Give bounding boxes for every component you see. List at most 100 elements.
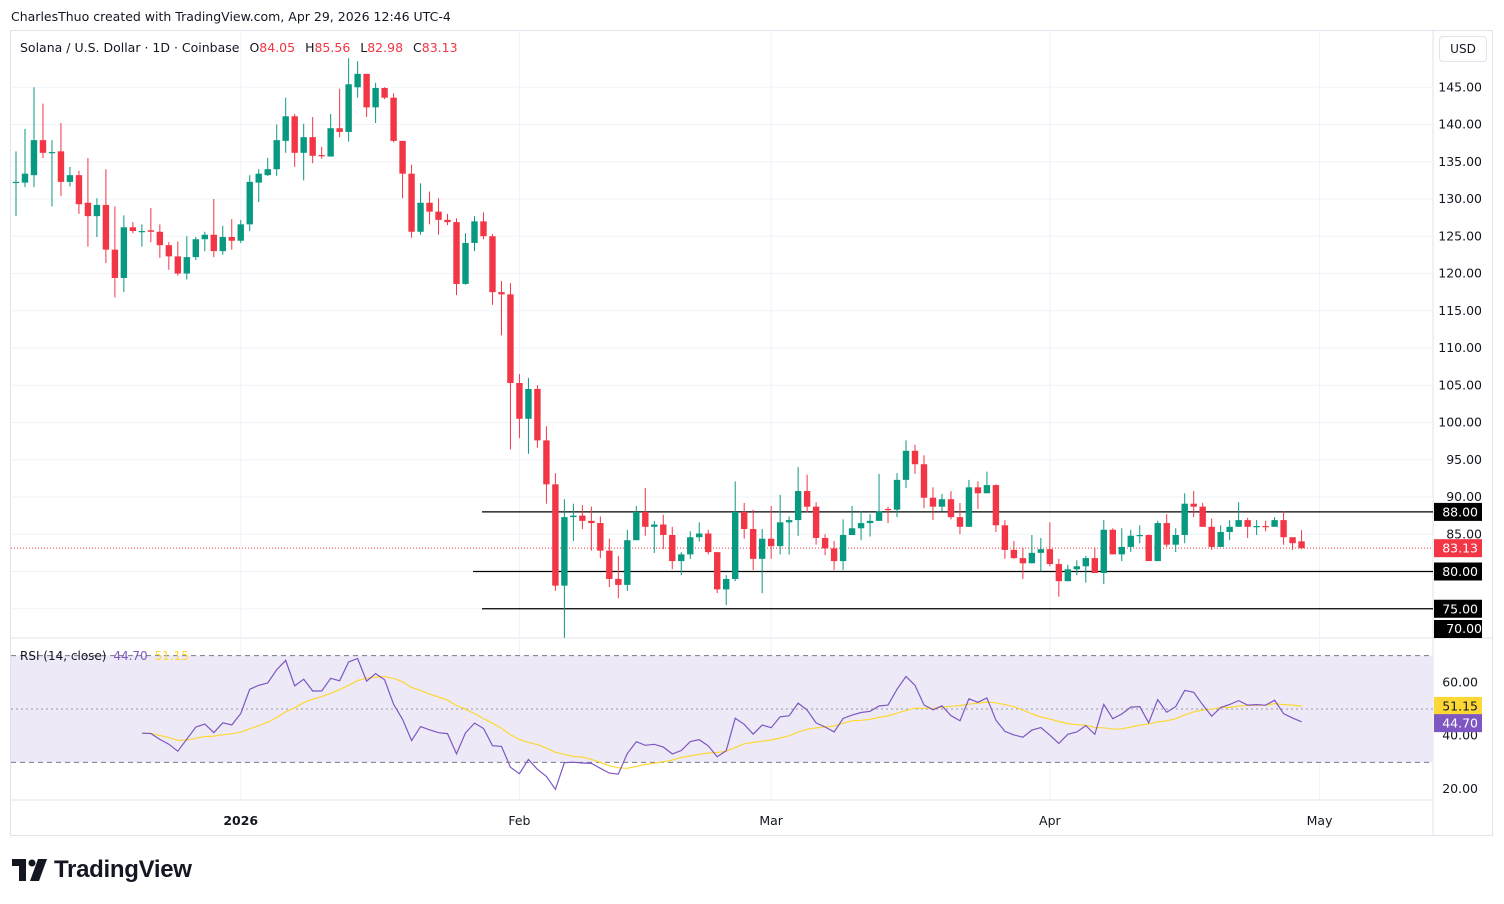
candle-body	[372, 87, 379, 108]
candle	[983, 471, 991, 494]
level-badge: 80.00	[1442, 564, 1478, 579]
candle-body	[1100, 529, 1107, 573]
candle-body	[543, 440, 550, 485]
tradingview-logo[interactable]: TradingView	[12, 856, 192, 884]
high-label: H	[305, 40, 315, 55]
candle	[21, 128, 29, 188]
candle-body	[1271, 520, 1278, 527]
candle	[246, 175, 253, 232]
candle-body	[1190, 503, 1197, 507]
candle-body	[21, 173, 29, 183]
candle	[1109, 528, 1116, 555]
candle	[1028, 534, 1036, 564]
time-tick-label: May	[1307, 813, 1333, 828]
candle-body	[39, 140, 47, 153]
candle-body	[1298, 541, 1305, 549]
candle-body	[1154, 523, 1161, 562]
candle	[615, 555, 622, 599]
candle-body	[615, 578, 622, 585]
candle	[812, 502, 820, 545]
candle	[956, 502, 964, 535]
candle-body	[210, 234, 217, 252]
candle	[1100, 520, 1107, 585]
candle-body	[462, 242, 469, 284]
candle	[893, 473, 901, 518]
candle-body	[1136, 534, 1143, 537]
candle-body	[1262, 526, 1269, 528]
candle	[848, 505, 856, 535]
candle-body	[138, 231, 146, 233]
candle-body	[597, 523, 604, 551]
candle-body	[758, 538, 766, 559]
candle-body	[929, 497, 937, 507]
candle	[120, 215, 128, 293]
time-tick-label: Mar	[759, 813, 783, 828]
candle-body	[12, 181, 20, 184]
symbol-legend[interactable]: Solana / U.S. Dollar · 1D · Coinbase O84…	[20, 40, 458, 55]
candle-body	[723, 578, 730, 590]
candle-body	[165, 245, 173, 257]
candle	[417, 183, 424, 235]
candle	[552, 473, 559, 591]
rsi-line	[141, 657, 1302, 791]
candle-body	[732, 511, 739, 579]
candle-body	[1046, 549, 1054, 565]
candle	[1118, 528, 1125, 562]
candle	[1253, 520, 1260, 535]
tradingview-logo-icon	[12, 859, 47, 881]
candle	[489, 234, 496, 305]
candle-body	[435, 211, 442, 220]
candle	[705, 529, 712, 555]
candle-body	[66, 175, 74, 182]
candle-body	[57, 151, 65, 182]
candle-body	[642, 511, 649, 527]
candle-body	[201, 234, 208, 240]
price-tick-label: 120.00	[1438, 266, 1482, 281]
candle	[300, 123, 307, 181]
candle	[66, 166, 74, 187]
candle	[1019, 547, 1027, 579]
candle	[30, 87, 38, 188]
candle	[219, 225, 226, 255]
time-tick-label: Apr	[1039, 813, 1061, 828]
candle	[633, 505, 640, 541]
candle-body	[111, 249, 119, 278]
candle-body	[651, 524, 658, 527]
candle-body	[318, 155, 325, 157]
candle-body	[183, 257, 191, 274]
candle-body	[1217, 532, 1224, 547]
candle	[201, 231, 208, 252]
price-tick-label: 110.00	[1438, 340, 1482, 355]
candle-body	[399, 140, 406, 174]
candle	[381, 87, 388, 100]
currency-button[interactable]: USD	[1439, 36, 1487, 62]
candle	[1037, 537, 1045, 572]
candles	[12, 58, 1305, 638]
rsi-legend[interactable]: RSI (14, close) 44.70 51.15	[20, 649, 189, 663]
candle-body	[534, 388, 541, 441]
candle	[336, 88, 343, 138]
candle-body	[363, 73, 370, 108]
candle	[723, 575, 730, 606]
candle	[1298, 530, 1305, 550]
candle	[1001, 520, 1009, 559]
candle-body	[516, 383, 523, 419]
candle-body	[875, 511, 883, 521]
candle	[794, 467, 802, 536]
time-tick-label: 2026	[223, 813, 258, 828]
candle-body	[821, 537, 829, 549]
candle	[839, 519, 847, 571]
candle-body	[1163, 523, 1170, 545]
chart-frame	[10, 30, 1493, 836]
candle-body	[1028, 552, 1036, 564]
rsi-tick-label: 20.00	[1442, 781, 1478, 796]
candle-body	[705, 533, 712, 553]
candle-body	[498, 292, 505, 295]
candle-body	[669, 534, 676, 562]
candle-body	[489, 236, 496, 293]
high-value: 85.56	[314, 40, 351, 55]
candle	[1244, 517, 1251, 538]
candle-body	[75, 175, 83, 205]
candle-body	[1127, 535, 1134, 547]
